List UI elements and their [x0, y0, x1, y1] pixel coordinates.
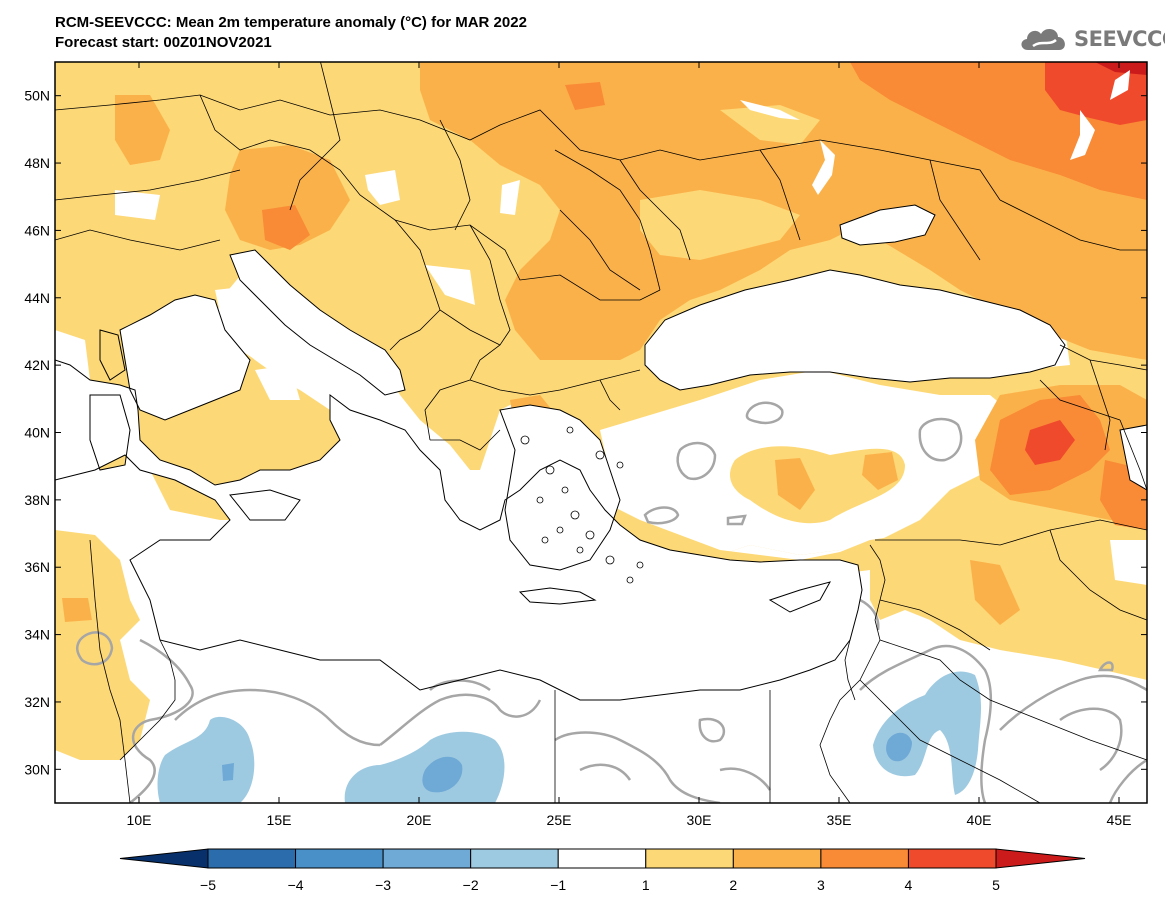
colorbar-label: −1: [550, 877, 566, 893]
colorbar-bin: [470, 848, 559, 869]
colorbar-label: −4: [288, 877, 304, 893]
colorbar-low-extension: [119, 848, 209, 869]
coastlines: [55, 204, 1147, 701]
colorbar-bin: [295, 848, 384, 869]
lon-label: 25E: [547, 812, 572, 828]
anomaly-cold: [157, 671, 982, 803]
anomaly-fill-above-5: [1095, 62, 1147, 75]
logo-text: SEEVCCC: [1074, 27, 1165, 51]
colorbar-label: 3: [817, 877, 825, 893]
lat-label: 46N: [24, 222, 50, 238]
colorbar-label: 4: [905, 877, 913, 893]
colorbar-label: 1: [642, 877, 650, 893]
colorbar-label: −5: [200, 877, 216, 893]
map-title: RCM-SEEVCCC: Mean 2m temperature anomaly…: [55, 14, 527, 31]
lat-label: 48N: [24, 155, 50, 171]
colorbar-bin: [732, 848, 822, 869]
colorbar-label: −2: [463, 877, 479, 893]
lon-label: 35E: [827, 812, 852, 828]
colorbar-label: 2: [729, 877, 737, 893]
country-borders: [55, 62, 1147, 803]
lat-label: 50N: [24, 88, 50, 104]
map-area: [55, 62, 1147, 803]
colorbar-bin: [907, 848, 997, 869]
anomaly-fill-1-2-inner: [640, 105, 820, 260]
lon-label: 45E: [1107, 812, 1132, 828]
aegean-islands: [520, 426, 644, 584]
lat-label: 42N: [24, 357, 50, 373]
colorbar-bin: [557, 848, 647, 869]
lon-label: 30E: [687, 812, 712, 828]
lat-label: 40N: [24, 425, 50, 441]
lon-label: 40E: [967, 812, 992, 828]
lon-label: 10E: [127, 812, 152, 828]
lat-label: 36N: [24, 559, 50, 575]
colorbar: −5 −4 −3 −2 −1 1 2 3 4 5: [119, 848, 1086, 893]
lat-label: 44N: [24, 290, 50, 306]
colorbar-bin: [207, 848, 297, 869]
forecast-start: Forecast start: 00Z01NOV2021: [55, 34, 272, 51]
lon-label: 20E: [407, 812, 432, 828]
colorbar-bin: [645, 848, 734, 869]
seas: [55, 70, 1147, 700]
lat-label: 38N: [24, 492, 50, 508]
lat-label: 32N: [24, 694, 50, 710]
colorbar-bin: [820, 848, 909, 869]
colorbar-high-extension: [995, 848, 1086, 869]
colorbar-bin: [382, 848, 472, 869]
lat-label: 34N: [24, 627, 50, 643]
lon-label: 15E: [267, 812, 292, 828]
seevccc-logo: SEEVCCC: [1018, 22, 1165, 56]
latitude-axis: 50N 48N 46N 44N 42N 40N 38N 36N 34N 32N 30N: [24, 88, 1147, 777]
colorbar-label: 5: [992, 877, 1000, 893]
longitude-axis: 10E 15E 20E 25E 30E 35E 40E 45E: [127, 62, 1132, 828]
colorbar-label: −3: [375, 877, 391, 893]
lat-label: 30N: [24, 761, 50, 777]
cloud-icon: [1021, 28, 1065, 50]
